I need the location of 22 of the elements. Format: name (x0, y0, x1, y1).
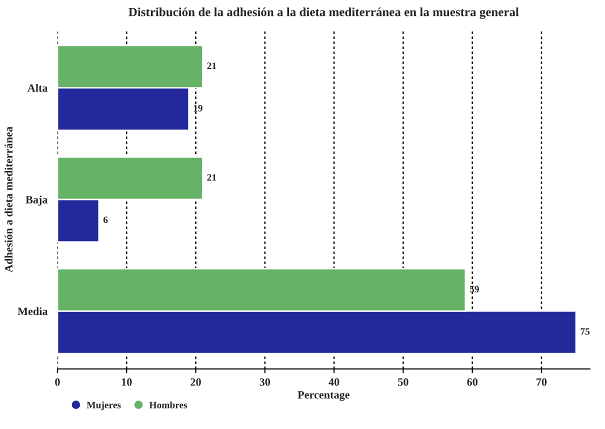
y-tick-label: Alta (27, 84, 48, 92)
y-axis-title: Adhesión a dieta mediterránea (4, 126, 12, 272)
y-tick-label: Media (18, 307, 48, 316)
x-tick-label: 30 (260, 378, 270, 386)
x-tick-label: 50 (398, 378, 408, 386)
data-label: 59 (470, 286, 479, 292)
x-tick-label: 70 (536, 378, 547, 386)
data-label: 75 (580, 328, 590, 335)
x-tick-label: 20 (190, 378, 201, 386)
legend-label: Hombres (149, 401, 188, 408)
chart-title: Distribución de la adhesión a la dieta mediterránea en la muestra general (128, 7, 519, 19)
x-tick-label: 60 (467, 378, 478, 386)
x-axis-title: Percentage (298, 391, 350, 401)
data-label: 19 (194, 104, 202, 112)
x-tick-label: 10 (122, 378, 132, 386)
data-label: 21 (207, 174, 216, 181)
x-tick-label: 0 (55, 378, 60, 386)
legend-label: Mujeres (86, 401, 121, 410)
data-label: 21 (207, 62, 216, 69)
x-tick-label: 40 (328, 378, 340, 386)
data-label: 6 (103, 216, 108, 224)
y-tick-label: Baja (26, 196, 48, 206)
